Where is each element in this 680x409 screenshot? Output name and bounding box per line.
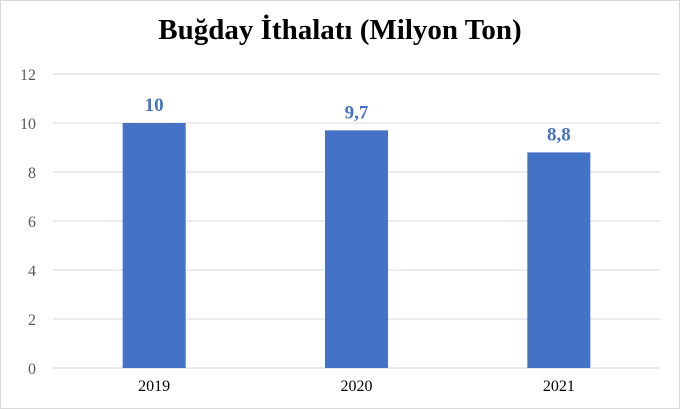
y-tick-label: 2 — [28, 312, 36, 329]
data-labels: 10 9,7 8,8 — [145, 95, 571, 145]
y-axis-ticks: 0 2 4 6 8 10 12 — [20, 67, 36, 378]
bars — [122, 123, 591, 368]
bar — [325, 130, 388, 368]
data-label: 8,8 — [547, 124, 571, 145]
bar — [527, 152, 591, 368]
x-tick-label: 2020 — [341, 378, 373, 395]
chart-title: Buğday İthalatı (Milyon Ton) — [158, 14, 522, 46]
y-tick-label: 4 — [28, 263, 36, 280]
x-tick-label: 2019 — [138, 378, 170, 395]
data-label: 9,7 — [345, 102, 369, 123]
y-tick-label: 0 — [28, 361, 36, 378]
data-label: 10 — [145, 95, 164, 116]
x-axis-ticks: 2019 2020 2021 — [138, 378, 575, 395]
y-tick-label: 6 — [28, 214, 36, 231]
x-tick-label: 2021 — [543, 378, 575, 395]
bar — [122, 123, 186, 368]
y-tick-label: 8 — [28, 165, 36, 182]
y-tick-label: 12 — [20, 67, 36, 84]
y-tick-label: 10 — [20, 116, 36, 133]
